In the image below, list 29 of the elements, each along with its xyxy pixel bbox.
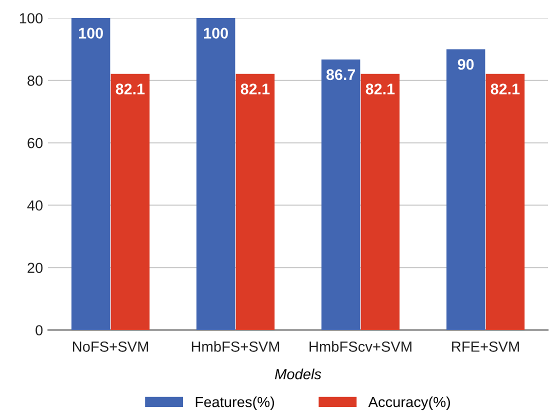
bar xyxy=(446,49,486,330)
bar xyxy=(360,74,400,330)
data-label: 100 xyxy=(79,28,103,39)
data-label: 100 xyxy=(204,28,228,39)
y-tick-label: 100 xyxy=(20,13,43,24)
y-tick-label: 20 xyxy=(28,262,43,274)
x-tick-label: RFE+SVM xyxy=(452,341,519,352)
legend-label: Features(%) xyxy=(196,396,274,410)
bar xyxy=(321,59,360,330)
bar xyxy=(196,18,236,330)
data-label: 82.1 xyxy=(366,84,395,94)
data-label: 82.1 xyxy=(240,84,270,94)
bar xyxy=(486,74,525,330)
data-label: 86.7 xyxy=(326,69,356,80)
y-tick-label: 40 xyxy=(27,200,43,211)
y-tick-label: 0 xyxy=(36,325,43,336)
y-tick-label: 80 xyxy=(28,76,43,86)
legend-label: Accuracy(%) xyxy=(368,396,450,410)
data-label: 90 xyxy=(458,58,474,70)
y-tick-label: 60 xyxy=(28,138,43,148)
x-tick-label: HmbFScv+SVM xyxy=(310,341,412,352)
bar xyxy=(110,74,150,330)
bar xyxy=(71,18,110,330)
data-label: 82.1 xyxy=(490,84,520,94)
x-tick-label: NoFS+SVM xyxy=(73,341,148,352)
x-tick-label: HmbFS+SVM xyxy=(192,341,280,352)
x-axis-title: Models xyxy=(274,368,322,380)
data-label: 82.1 xyxy=(116,84,145,94)
bar xyxy=(236,74,275,330)
